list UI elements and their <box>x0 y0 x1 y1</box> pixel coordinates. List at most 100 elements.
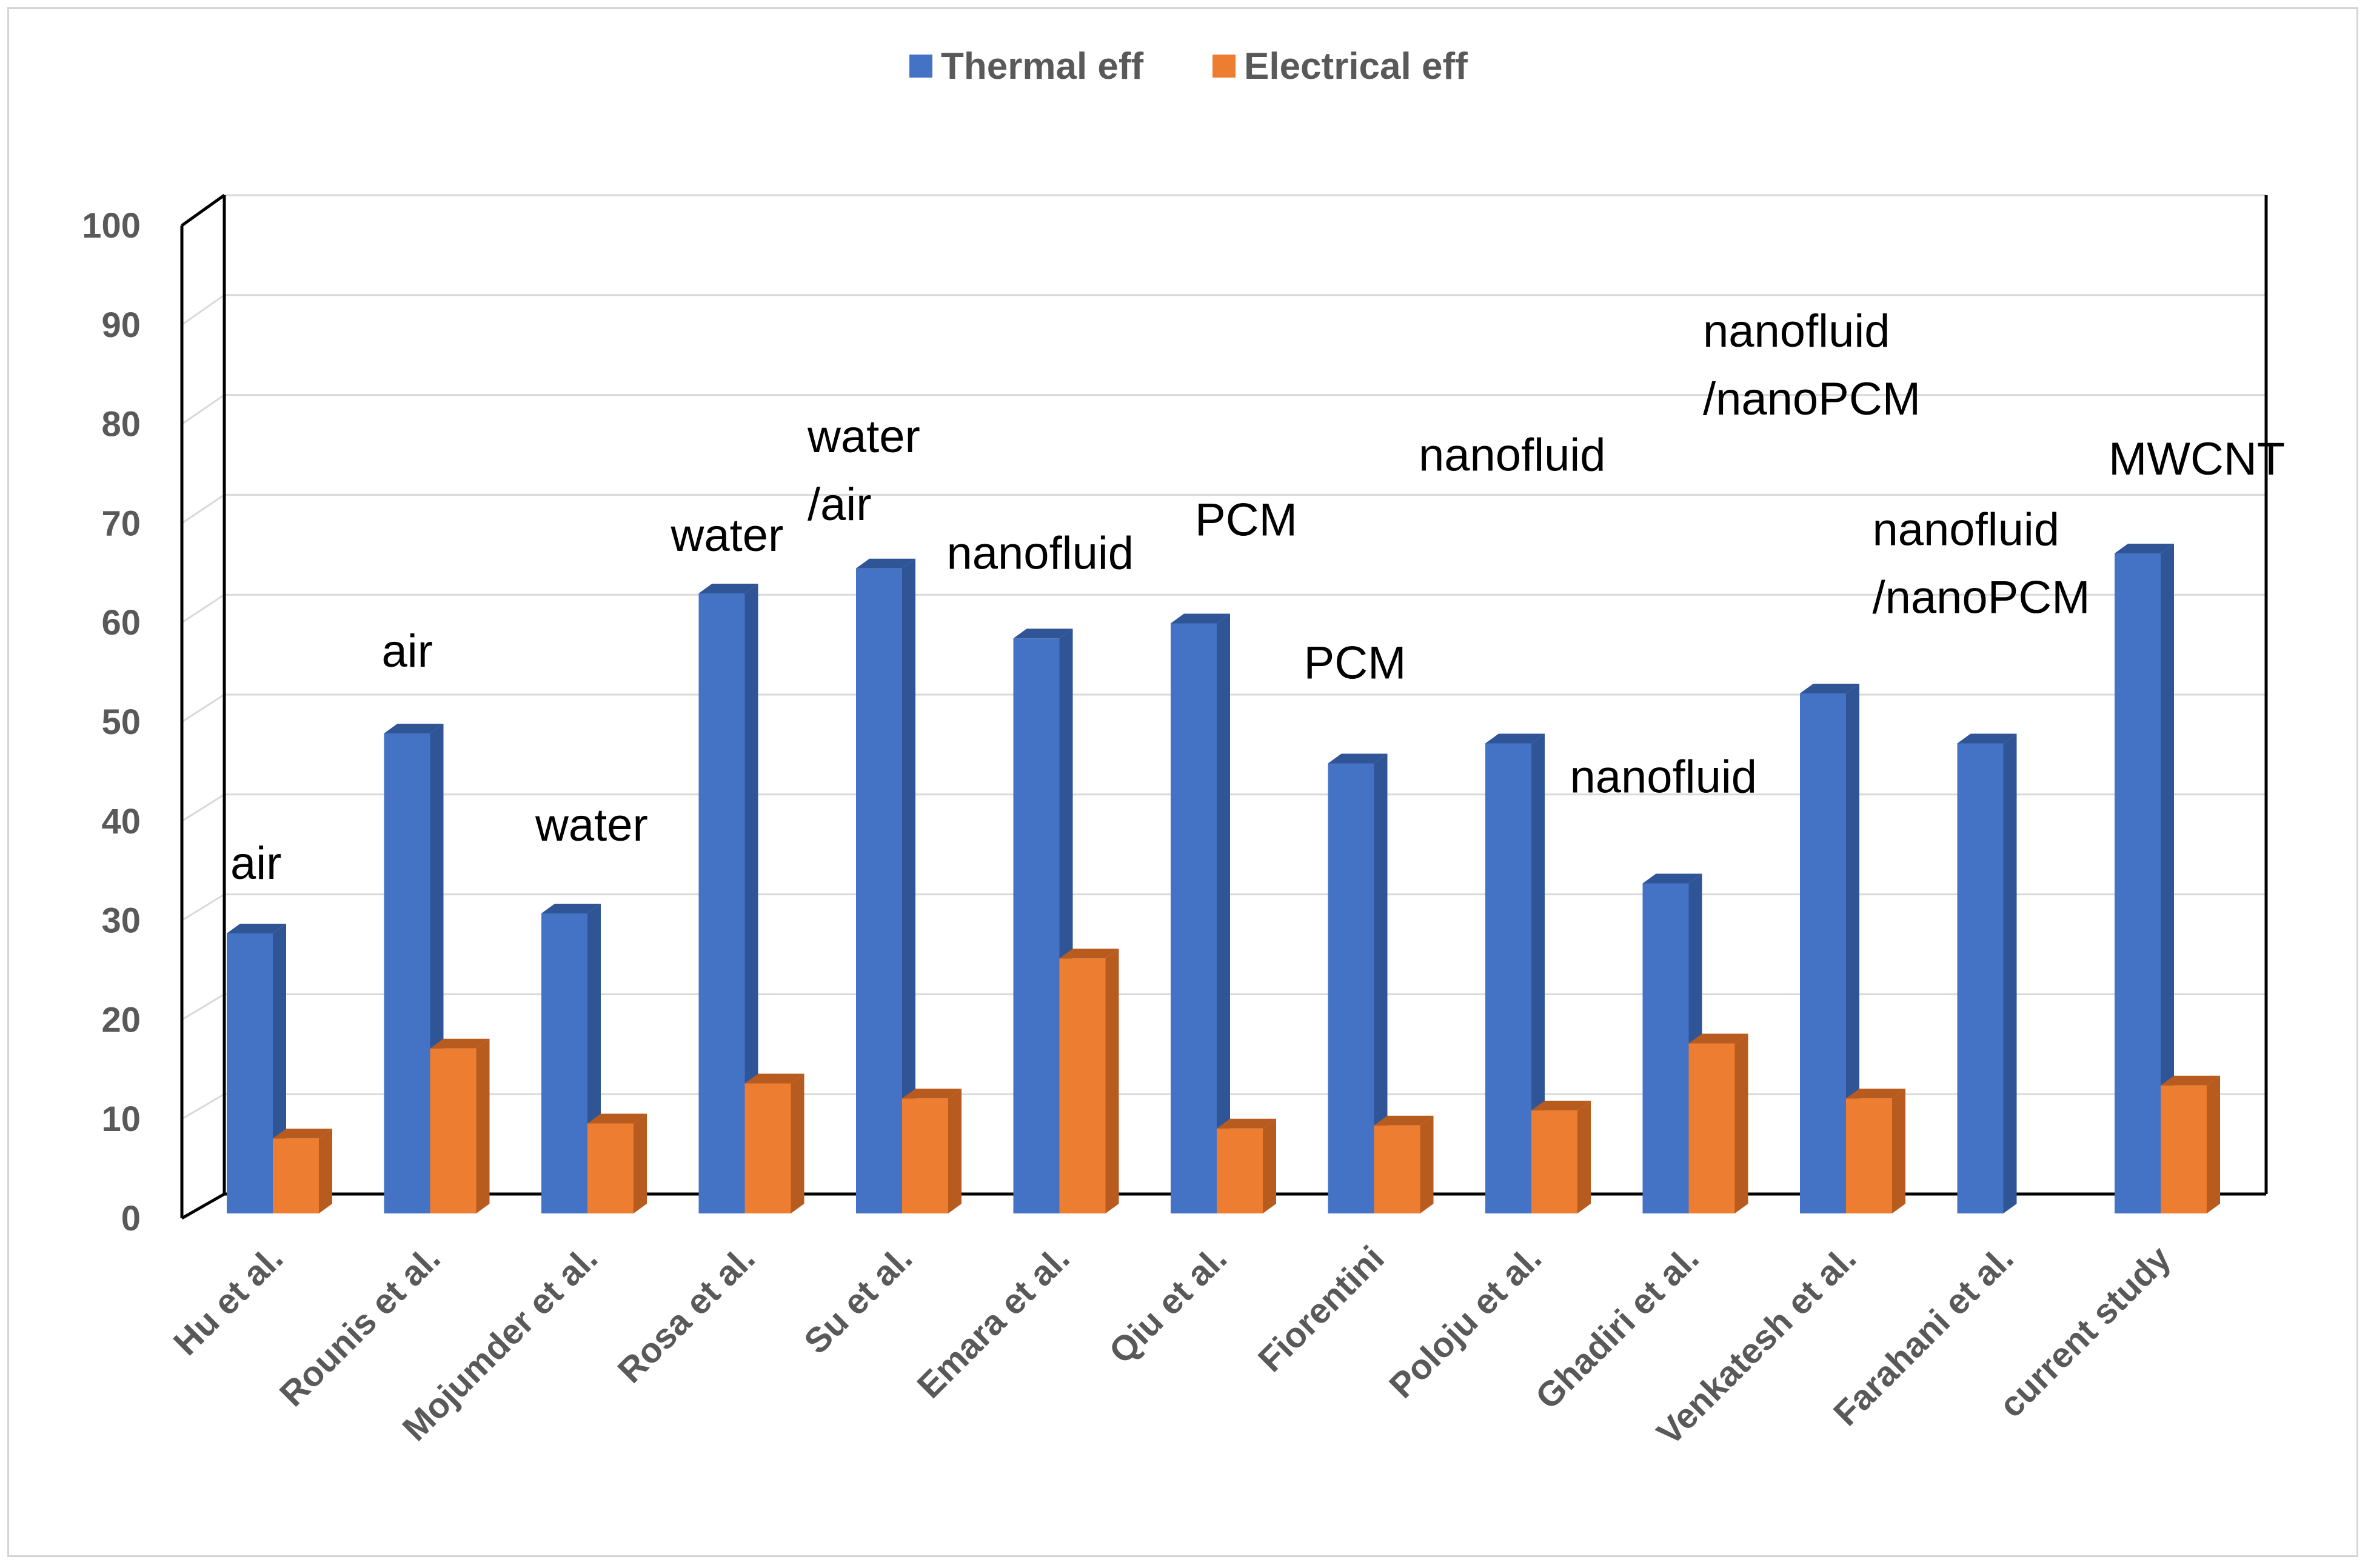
legend-label: Electrical eff <box>1244 45 1468 87</box>
bar-side <box>1734 1033 1748 1213</box>
bar-thermal-eff <box>1328 763 1374 1213</box>
bar-electrical-eff <box>1846 1098 1892 1213</box>
bar-top <box>1485 733 1545 744</box>
bar-top <box>1217 1118 1276 1129</box>
bar-thermal-eff <box>698 593 745 1213</box>
bar-electrical-eff <box>1531 1110 1577 1213</box>
bar-side <box>1217 613 1230 1213</box>
bar-top <box>744 1073 804 1084</box>
gridline-side <box>181 294 225 326</box>
bar-annotation: PCM <box>1195 495 1297 546</box>
x-category-label: Ghadiri et al. <box>1528 1238 1706 1416</box>
bar-thermal-eff <box>1013 638 1060 1213</box>
bar-annotation: nanofluid <box>947 527 1134 579</box>
bar-side <box>902 558 915 1213</box>
bar-thermal-eff <box>541 913 587 1213</box>
bar-annotation: nanofluid <box>1873 504 2060 556</box>
bar-electrical-eff <box>1688 1043 1735 1213</box>
bar-top <box>698 584 758 593</box>
bar-side <box>1420 1115 1434 1213</box>
bar-annotation: /nanoPCM <box>1873 572 2090 624</box>
bar-electrical-eff <box>273 1138 319 1213</box>
bar-top <box>587 1113 647 1124</box>
bar-top <box>2115 544 2174 553</box>
bar-side <box>1531 733 1545 1213</box>
bar-side <box>2207 1075 2220 1213</box>
bar-top <box>384 724 444 733</box>
bar-thermal-eff <box>384 733 430 1213</box>
legend-swatch-thermal-eff <box>909 55 932 78</box>
bar-annotation: nanofluid <box>1570 752 1758 803</box>
bar-electrical-eff <box>430 1048 477 1213</box>
bar-electrical-eff <box>1217 1128 1263 1213</box>
y-tick-label: 80 <box>101 405 141 444</box>
y-tick-label: 70 <box>101 504 141 543</box>
bar-annotation: water <box>535 799 648 851</box>
bar-side <box>634 1113 647 1213</box>
bar-side <box>791 1073 804 1213</box>
bar-annotation: air <box>382 626 433 677</box>
bar-thermal-eff <box>1957 743 2004 1213</box>
bar-side <box>1263 1118 1276 1213</box>
bar-electrical-eff <box>2161 1085 2207 1213</box>
bar-top <box>273 1129 332 1139</box>
bar-side <box>1846 684 1859 1213</box>
bar-side <box>744 584 758 1213</box>
bar-top <box>1374 1115 1434 1126</box>
bar-electrical-eff <box>1374 1125 1420 1213</box>
bar-annotation: /air <box>808 479 872 530</box>
bar-annotation: nanofluid <box>1419 430 1606 481</box>
bar-annotation: water <box>671 510 784 561</box>
bar-top <box>1013 629 1073 639</box>
y-tick-label: 90 <box>101 305 141 345</box>
x-category-label: Qiu et al. <box>1102 1238 1234 1371</box>
y-tick-label: 30 <box>101 901 141 941</box>
floor-side-line <box>181 1192 226 1220</box>
bar-thermal-eff <box>1642 883 1689 1213</box>
x-category-label: Fiorentini <box>1251 1238 1392 1380</box>
bar-top <box>1688 1033 1748 1044</box>
bar-thermal-eff <box>1800 693 1846 1213</box>
bar-electrical-eff <box>744 1083 791 1213</box>
bar-top <box>856 558 915 569</box>
gridline-side <box>181 993 225 1021</box>
legend-label: Thermal eff <box>941 45 1144 87</box>
bar-annotation: PCM <box>1304 638 1406 689</box>
bar-top <box>1957 733 2017 744</box>
gridline-side <box>181 593 225 624</box>
gridline-side <box>181 1093 225 1120</box>
bar-electrical-eff <box>1059 958 1106 1213</box>
bar-side <box>1374 753 1388 1213</box>
x-category-label: Poloju et al. <box>1382 1238 1549 1406</box>
bar-thermal-eff <box>1485 743 1531 1213</box>
bar-side <box>2003 733 2017 1213</box>
gridline-side <box>181 494 225 524</box>
bar-side <box>476 1038 490 1213</box>
bar-electrical-eff <box>587 1123 634 1213</box>
x-category-label: Emara et al. <box>909 1238 1077 1406</box>
x-category-label: Hu et al. <box>166 1238 290 1363</box>
bar-top <box>1846 1089 1905 1099</box>
bar-side <box>1105 949 1119 1213</box>
y-tick-label: 100 <box>82 206 141 245</box>
gridline-side <box>181 693 225 723</box>
bar-top <box>2161 1075 2220 1086</box>
bar-top <box>1171 613 1230 624</box>
bar-side <box>948 1089 962 1213</box>
bar-annotation: nanofluid <box>1703 305 1890 357</box>
bar-electrical-eff <box>902 1098 948 1213</box>
bar-top <box>1642 873 1702 884</box>
x-category-label: Rounis et al. <box>272 1238 448 1414</box>
y-tick-label: 10 <box>101 1099 141 1139</box>
top-side-line <box>181 193 226 227</box>
bar-annotation: air <box>230 838 281 889</box>
bar-top <box>227 924 286 933</box>
bar-side <box>319 1129 332 1213</box>
bar-side <box>2161 544 2174 1213</box>
legend-swatch-electrical-eff <box>1212 55 1236 78</box>
bar-top <box>1800 684 1859 693</box>
x-category-label: Su et al. <box>797 1238 920 1361</box>
y-tick-label: 20 <box>101 1000 141 1039</box>
x-category-label: Rosa et al. <box>610 1238 763 1390</box>
